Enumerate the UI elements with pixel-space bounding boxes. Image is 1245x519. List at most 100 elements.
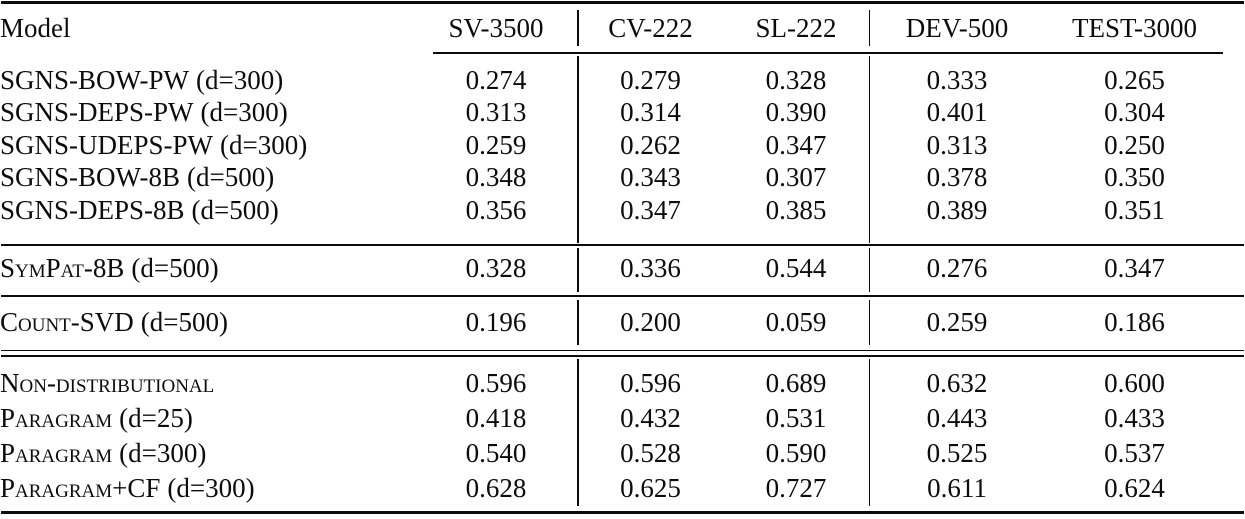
value-cell: 0.432 bbox=[620, 403, 681, 433]
value-cell: 0.276 bbox=[926, 252, 988, 283]
table-row: SGNS-BOW-8B (d=500) 0.348 0.343 0.307 0.3… bbox=[0, 162, 1223, 195]
value-cell: 0.200 bbox=[620, 307, 681, 337]
table-row: Paragram (d=300) 0.540 0.528 0.590 0.525 … bbox=[0, 436, 1223, 471]
model-name: Paragram bbox=[0, 403, 113, 433]
column-separator bbox=[577, 248, 579, 292]
value-cell: 0.727 bbox=[765, 473, 827, 503]
value-cell: 0.350 bbox=[1104, 162, 1165, 193]
column-separator bbox=[868, 359, 870, 506]
column-header-model: Model bbox=[0, 13, 71, 43]
table-row: SGNS-DEPS-PW (d=300) 0.313 0.314 0.390 0.… bbox=[0, 97, 1223, 130]
column-separator bbox=[577, 359, 579, 506]
table-row: SymPat-8B (d=500) 0.328 0.336 0.544 0.276… bbox=[0, 252, 1223, 285]
value-cell: 0.347 bbox=[1104, 252, 1165, 283]
group-divider-rule bbox=[1, 244, 1244, 246]
column-separator bbox=[577, 56, 579, 243]
spacer-row bbox=[0, 52, 1223, 64]
value-cell: 0.401 bbox=[926, 97, 988, 128]
bottom-rule bbox=[1, 511, 1244, 514]
model-name: Paragram+CF bbox=[0, 473, 161, 503]
column-separator bbox=[868, 10, 870, 46]
table-row: Paragram (d=25) 0.418 0.432 0.531 0.443 0… bbox=[0, 401, 1223, 436]
column-header-cv222: CV-222 bbox=[608, 13, 693, 43]
model-name: SGNS-DEPS-PW bbox=[0, 97, 194, 128]
header-row: Model SV-3500 CV-222 SL-222 DEV-500 TEST… bbox=[0, 5, 1223, 52]
value-cell: 0.304 bbox=[1104, 97, 1165, 128]
value-cell: 0.611 bbox=[927, 473, 987, 503]
value-cell: 0.347 bbox=[765, 129, 827, 160]
column-separator bbox=[868, 300, 870, 345]
table-row: Count-SVD (d=500) 0.196 0.200 0.059 0.259… bbox=[0, 306, 1223, 339]
value-cell: 0.596 bbox=[465, 368, 527, 398]
value-cell: 0.433 bbox=[1104, 403, 1165, 433]
value-cell: 0.265 bbox=[1104, 64, 1165, 95]
column-header-dev500: DEV-500 bbox=[905, 13, 1009, 43]
value-cell: 0.274 bbox=[465, 64, 527, 95]
table-row: Paragram+CF (d=300) 0.628 0.625 0.727 0.6… bbox=[0, 471, 1223, 506]
value-cell: 0.525 bbox=[926, 438, 988, 468]
value-cell: 0.537 bbox=[1104, 438, 1165, 468]
value-cell: 0.314 bbox=[620, 97, 681, 128]
table-row: SGNS-DEPS-8B (d=500) 0.356 0.347 0.385 0.… bbox=[0, 194, 1223, 227]
value-cell: 0.540 bbox=[465, 438, 527, 468]
value-cell: 0.628 bbox=[465, 473, 527, 503]
double-divider-rule-bottom bbox=[1, 355, 1244, 357]
value-cell: 0.624 bbox=[1104, 473, 1165, 503]
column-header-sl222: SL-222 bbox=[755, 13, 837, 43]
value-cell: 0.356 bbox=[465, 194, 527, 225]
value-cell: 0.632 bbox=[926, 368, 988, 398]
value-cell: 0.262 bbox=[620, 129, 681, 160]
spacer-row bbox=[0, 339, 1223, 366]
value-cell: 0.351 bbox=[1104, 194, 1165, 225]
model-dim: (d=300) bbox=[119, 438, 207, 468]
column-separator bbox=[577, 10, 579, 46]
value-cell: 0.385 bbox=[765, 194, 827, 225]
model-dim: (d=300) bbox=[196, 64, 284, 95]
model-dim: (d=500) bbox=[131, 252, 219, 283]
value-cell: 0.336 bbox=[620, 252, 681, 283]
model-cell: Count-SVD (d=500) bbox=[0, 306, 415, 339]
column-header-test3000: TEST-3000 bbox=[1071, 13, 1197, 43]
value-cell: 0.347 bbox=[620, 194, 681, 225]
model-dim: (d=300) bbox=[200, 97, 288, 128]
model-dim: (d=500) bbox=[191, 194, 279, 225]
value-cell: 0.059 bbox=[765, 307, 827, 337]
value-cell: 0.625 bbox=[620, 473, 681, 503]
value-cell: 0.600 bbox=[1104, 368, 1165, 398]
model-name: Non-distributional bbox=[0, 368, 215, 398]
model-cell: Non-distributional bbox=[0, 366, 415, 401]
value-cell: 0.531 bbox=[765, 403, 827, 433]
spacer-row bbox=[0, 227, 1223, 252]
model-cell: SGNS-BOW-PW (d=300) bbox=[0, 64, 415, 97]
model-cell: SymPat-8B (d=500) bbox=[0, 252, 415, 285]
model-dim: (d=500) bbox=[187, 162, 275, 193]
value-cell: 0.418 bbox=[465, 403, 527, 433]
value-cell: 0.596 bbox=[620, 368, 681, 398]
value-cell: 0.259 bbox=[465, 129, 527, 160]
value-cell: 0.328 bbox=[465, 252, 527, 283]
table-row: Non-distributional 0.596 0.596 0.689 0.6… bbox=[0, 366, 1223, 401]
model-name: Paragram bbox=[0, 438, 113, 468]
model-cell: SGNS-BOW-8B (d=500) bbox=[0, 162, 415, 195]
value-cell: 0.333 bbox=[926, 64, 988, 95]
results-table: Model SV-3500 CV-222 SL-222 DEV-500 TEST… bbox=[0, 5, 1223, 506]
column-separator bbox=[868, 248, 870, 292]
value-cell: 0.689 bbox=[765, 368, 827, 398]
model-cell: Paragram (d=25) bbox=[0, 401, 415, 436]
model-name: SymPat-8B bbox=[0, 252, 125, 283]
table-row: SGNS-UDEPS-PW (d=300) 0.259 0.262 0.347 0… bbox=[0, 129, 1223, 162]
value-cell: 0.196 bbox=[465, 307, 527, 337]
value-cell: 0.279 bbox=[620, 64, 681, 95]
column-header-sv3500: SV-3500 bbox=[448, 13, 544, 43]
value-cell: 0.348 bbox=[465, 162, 527, 193]
column-separator bbox=[577, 300, 579, 345]
group-divider-rule bbox=[1, 295, 1244, 297]
value-cell: 0.250 bbox=[1104, 129, 1165, 160]
double-divider-rule-top bbox=[1, 349, 1244, 351]
model-name: SGNS-UDEPS-PW bbox=[0, 129, 214, 160]
model-cell: SGNS-DEPS-PW (d=300) bbox=[0, 97, 415, 130]
column-separator bbox=[868, 56, 870, 243]
model-dim: (d=500) bbox=[140, 307, 229, 337]
value-cell: 0.443 bbox=[926, 403, 988, 433]
